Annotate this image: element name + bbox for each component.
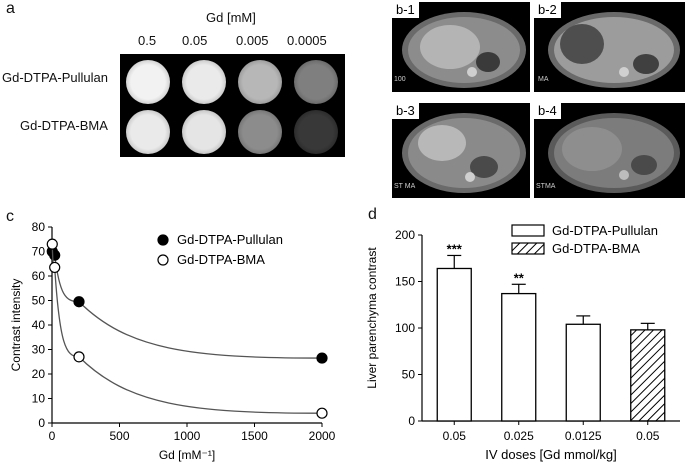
y-tick-label: 100 [395, 321, 415, 335]
mri-tile-label: b-4 [534, 103, 561, 119]
phantom-well-plate-image [120, 54, 345, 157]
y-tick-label: 0 [408, 414, 415, 428]
x-axis-title: Gd [mM⁻¹] [159, 448, 215, 462]
mri-scan-b4: b-4 STMA [534, 103, 685, 198]
legend-label: Gd-DTPA-Pullulan [552, 223, 658, 238]
bar [630, 329, 666, 422]
data-point [49, 249, 61, 261]
x-tick-label: 0.025 [504, 429, 534, 443]
data-point [73, 351, 85, 363]
data-point [316, 352, 328, 364]
phantom-well [294, 110, 338, 154]
mri-tile-label: b-1 [392, 2, 419, 18]
significance-marker: *** [447, 241, 463, 256]
data-point [46, 238, 58, 250]
panel-d-label: d [368, 206, 377, 223]
legend-marker [157, 254, 169, 266]
bar [436, 267, 472, 422]
y-tick-label: 40 [32, 318, 46, 332]
panel-c-label: c [6, 208, 14, 225]
data-point [316, 407, 328, 419]
y-tick-label: 200 [395, 228, 415, 242]
mri-slice-graphic [402, 12, 526, 88]
gd-concentration-header: Gd [mM] [206, 10, 256, 25]
legend-marker [157, 234, 169, 246]
x-tick-label: 0.0125 [565, 429, 602, 443]
legend-label: Gd-DTPA-BMA [177, 252, 265, 267]
legend-label: Gd-DTPA-BMA [552, 241, 640, 256]
concentration-label: 0.05 [182, 33, 208, 48]
bar [501, 292, 537, 422]
mri-slice-graphic [548, 12, 680, 88]
phantom-well [238, 110, 282, 154]
mri-scan-b1: b-1 100 [392, 2, 530, 92]
y-tick-label: 20 [32, 367, 46, 381]
concentration-label: 0.005 [236, 33, 269, 48]
fit-curve-line [51, 244, 323, 414]
x-tick-label: 0.05 [636, 429, 660, 443]
concentration-label: 0.5 [138, 33, 157, 48]
phantom-well [182, 60, 226, 104]
y-axis-title: Liver parenchyma contrast [365, 247, 379, 389]
y-axis-title: Contrast intensity [9, 279, 23, 372]
mri-slice-graphic [402, 113, 526, 193]
mri-annotation: 100 [394, 76, 406, 83]
contrast-intensity-chart: 0 10 20 30 40 50 60 70 80 0 500 1000 1500 2000 Gd [mM⁻… [9, 220, 336, 462]
liver-contrast-bar-chart: 0 50 100 150 200 0.05 *** 0.025 ** 0.0125 0.05 IV d… [365, 223, 680, 462]
y-tick-label: 30 [32, 343, 46, 357]
x-tick-label: 1500 [241, 429, 268, 443]
phantom-well [182, 110, 226, 154]
mri-scan-b3: b-3 ST MA [392, 103, 530, 198]
y-tick-label: 70 [32, 245, 46, 259]
y-tick-label: 50 [402, 368, 416, 382]
mri-annotation: STMA [536, 183, 556, 190]
legend-swatch [511, 242, 545, 255]
phantom-well [238, 60, 282, 104]
legend-swatch [511, 224, 545, 237]
y-tick-label: 10 [32, 392, 46, 406]
phantom-well [126, 60, 170, 104]
mri-slice-graphic [548, 113, 680, 193]
fit-curve-line [51, 251, 323, 359]
concentration-label: 0.0005 [287, 33, 327, 48]
y-tick-label: 60 [32, 269, 46, 283]
y-tick-label: 0 [38, 416, 45, 430]
mri-annotation: ST MA [394, 183, 416, 190]
panel-a-label: a [6, 0, 15, 17]
phantom-well [126, 110, 170, 154]
row-label-pullulan: Gd-DTPA-Pullulan [2, 70, 108, 85]
y-tick-label: 50 [32, 294, 46, 308]
y-tick-label: 80 [32, 220, 46, 234]
x-tick-label: 0.05 [443, 429, 467, 443]
row-label-bma: Gd-DTPA-BMA [20, 118, 108, 133]
x-axis-title: IV doses [Gd mmol/kg] [485, 447, 617, 462]
x-tick-label: 500 [109, 429, 129, 443]
legend-label: Gd-DTPA-Pullulan [177, 232, 283, 247]
x-tick-label: 2000 [309, 429, 336, 443]
mri-tile-label: b-2 [534, 2, 561, 18]
bar [565, 323, 601, 422]
mri-annotation: MA [538, 76, 549, 83]
mri-tile-label: b-3 [392, 103, 419, 119]
data-point [49, 261, 61, 274]
data-point [73, 296, 85, 308]
phantom-well [294, 60, 338, 104]
mri-scan-b2: b-2 MA [534, 2, 685, 92]
x-tick-label: 1000 [174, 429, 201, 443]
significance-marker: ** [514, 270, 525, 285]
y-tick-label: 150 [395, 275, 415, 289]
x-tick-label: 0 [49, 429, 56, 443]
